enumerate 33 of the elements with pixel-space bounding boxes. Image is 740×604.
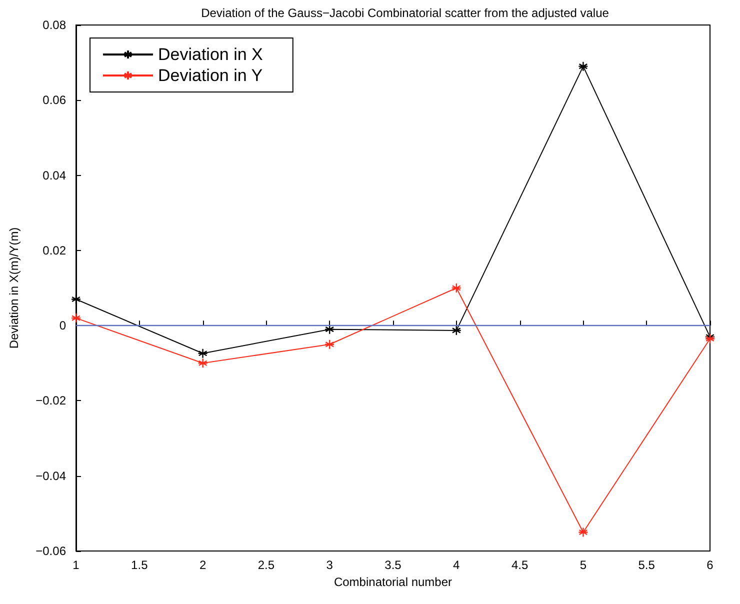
x-axis-title: Combinatorial number (334, 574, 452, 589)
y-axis-title: Deviation in X(m)/Y(m) (7, 227, 21, 349)
point (578, 527, 588, 538)
x-tick-label: 4 (453, 558, 460, 572)
x-tick-label: 1.5 (131, 558, 148, 572)
x-tick-label: 5.5 (638, 558, 656, 572)
y-tick-label: 0.04 (42, 168, 66, 182)
x-tick-label: 3 (326, 558, 334, 572)
y-tick-label: −0.02 (36, 394, 66, 408)
x-tick-label: 5 (580, 558, 587, 572)
point (198, 358, 208, 368)
point (324, 339, 335, 350)
x-tick-label: 2.5 (258, 558, 275, 572)
x-tick-label: 2 (199, 558, 206, 572)
point (198, 348, 208, 358)
point (324, 324, 335, 334)
x-tick-label: 4.5 (511, 558, 528, 572)
legend-label: Deviation in X (158, 45, 263, 64)
point (70, 294, 82, 304)
point (578, 61, 588, 72)
y-tick-label: 0.06 (42, 93, 66, 108)
point (451, 282, 462, 294)
x-tick-label: 3.5 (384, 558, 402, 572)
point (70, 312, 82, 324)
y-tick-label: 0.02 (42, 243, 66, 258)
x-tick-label: 6 (706, 558, 714, 572)
x-tick-label: 1 (72, 558, 80, 572)
legend-label: Deviation in Y (158, 66, 263, 85)
y-tick-label: −0.04 (36, 468, 66, 483)
chart-title: Deviation of the Gauss−Jacobi Combinatorial scatter from the adjusted value (201, 6, 610, 20)
y-tick-label: 0 (59, 318, 66, 333)
y-tick-label: 0.08 (42, 18, 66, 32)
y-tick-label: −0.06 (36, 544, 66, 558)
